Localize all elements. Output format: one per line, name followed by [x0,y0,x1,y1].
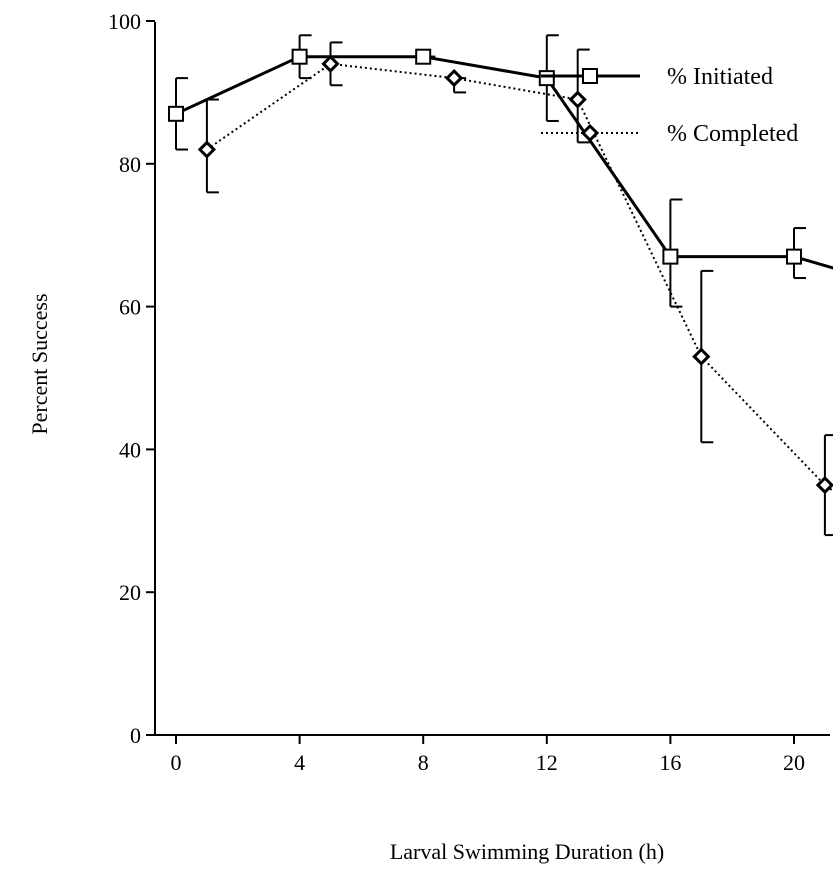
data-point-initiated [168,105,184,122]
data-point-initiated [538,70,555,87]
legend-marker-initiated [582,68,598,84]
y-tick-label: 100 [108,9,141,34]
legend-item-initiated: % Initiated [541,64,773,90]
y-tick-label: 80 [119,152,141,177]
legend-label-initiated: % Initiated [667,64,773,90]
legend-label-completed: % Completed [667,121,798,147]
legend-marker-completed [580,123,600,143]
data-point-completed [444,68,464,88]
series-line-initiated [175,55,833,270]
series-line-completed [206,62,833,492]
x-tick-label: 16 [659,750,681,775]
x-tick-label: 8 [418,750,429,775]
series-initiated [168,34,833,308]
legend: % Initiated % Completed [541,64,798,147]
x-axis-label: Larval Swimming Duration (h) [390,839,664,864]
y-axis-label: Percent Success [27,293,52,434]
data-point-initiated [415,48,432,65]
x-tick-label: 4 [294,750,305,775]
x-tick-label: 12 [536,750,558,775]
axes [154,22,830,736]
series-layer [168,34,833,537]
data-point-initiated [662,248,679,265]
y-tick-label: 0 [130,723,141,748]
y-tick-label: 40 [119,437,141,462]
legend-item-completed: % Completed [541,121,798,147]
series-completed [197,41,833,537]
x-tick-label: 20 [783,750,805,775]
data-point-initiated [786,248,802,265]
x-ticks: 0481216202428 [171,735,805,775]
y-tick-label: 60 [119,295,141,320]
data-point-completed [692,347,711,366]
data-point-initiated [291,48,308,65]
data-point-completed [568,90,587,109]
y-tick-label: 20 [119,580,141,605]
data-point-completed [321,54,340,73]
data-point-completed [197,140,217,159]
y-ticks: 0 20 40 60 80 100 [108,9,155,748]
data-point-completed [815,475,833,495]
x-tick-label: 0 [171,750,182,775]
